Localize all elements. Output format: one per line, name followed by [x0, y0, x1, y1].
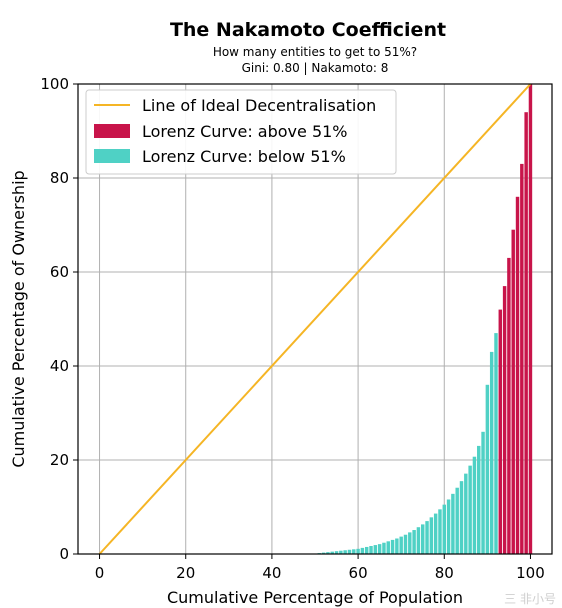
- chart-stats: Gini: 0.80 | Nakamoto: 8: [242, 61, 389, 75]
- bar-below-36: [468, 465, 472, 554]
- bar-below-22: [408, 532, 412, 554]
- bar-below-41: [489, 351, 494, 554]
- bar-below-16: [382, 542, 386, 554]
- x-axis-label: Cumulative Percentage of Population: [167, 588, 463, 607]
- bar-below-39: [481, 431, 485, 554]
- bar-below-18: [390, 539, 395, 554]
- bar-below-7: [343, 550, 347, 554]
- y-tick-label-5: 100: [40, 75, 69, 93]
- y-axis-label: Cumulative Percentage of Ownership: [9, 170, 28, 467]
- lorenz-bars: [313, 84, 533, 555]
- chart-title: The Nakamoto Coefficient: [170, 19, 446, 41]
- legend-box: [85, 89, 397, 175]
- legend-label-above: Lorenz Curve: above 51%: [142, 122, 348, 141]
- x-ticks: 0 20 40 60 80 100: [95, 554, 545, 582]
- bar-above-7: [528, 84, 533, 554]
- x-tick-label-4: 80: [435, 564, 454, 582]
- bar-below-5: [334, 551, 339, 554]
- bar-below-37: [472, 456, 477, 554]
- bar-below-4: [330, 551, 334, 554]
- bar-above-4: [515, 196, 520, 555]
- chart-subtitle: How many entities to get to 51%?: [213, 45, 417, 59]
- bar-below-28: [433, 513, 438, 554]
- bar-below-12: [364, 546, 369, 554]
- bar-below-3: [326, 552, 330, 554]
- ideal-line-layer: [98, 83, 532, 555]
- bar-below-26: [425, 521, 429, 554]
- bar-below-11: [360, 547, 365, 554]
- bar-below-14: [373, 545, 378, 554]
- y-tick-label-3: 60: [50, 263, 69, 281]
- ideal-decentralisation-line: [98, 83, 532, 555]
- bar-below-32: [451, 493, 455, 554]
- bar-above-2: [507, 257, 511, 554]
- bar-below-20: [399, 536, 403, 554]
- y-tick-label-0: 0: [59, 545, 69, 563]
- bar-below-34: [459, 481, 464, 554]
- y-tick-label-1: 20: [50, 451, 69, 469]
- bar-below-17: [386, 541, 390, 554]
- plot-frame: [77, 83, 553, 555]
- bar-below-10: [356, 548, 360, 554]
- bar-below-21: [403, 534, 408, 554]
- bar-below-15: [377, 544, 382, 554]
- bar-below-30: [442, 504, 446, 554]
- x-tick-label-0: 0: [95, 564, 105, 582]
- legend: Line of Ideal Decentralisation Lorenz Cu…: [85, 89, 397, 175]
- legend-swatch-above: [94, 124, 130, 138]
- bar-above-0: [498, 309, 503, 554]
- bar-below-29: [438, 509, 442, 554]
- x-tick-label-1: 20: [176, 564, 195, 582]
- watermark: 三 非小号: [504, 592, 556, 606]
- bar-below-33: [455, 487, 459, 554]
- bar-below-9: [352, 549, 356, 554]
- bar-above-5: [520, 163, 524, 554]
- bar-below-27: [429, 517, 434, 554]
- y-ticks: 0 20 40 60 80 100: [40, 75, 78, 563]
- bar-below-2: [321, 552, 326, 554]
- x-tick-label-3: 60: [349, 564, 368, 582]
- bar-below-19: [395, 538, 399, 554]
- y-tick-label-2: 40: [50, 357, 69, 375]
- bar-below-8: [347, 549, 352, 554]
- bar-below-23: [412, 530, 416, 554]
- legend-swatch-below: [94, 149, 130, 163]
- legend-label-ideal: Line of Ideal Decentralisation: [142, 96, 376, 115]
- bar-above-3: [511, 229, 515, 554]
- bar-below-25: [421, 524, 425, 554]
- bar-below-6: [339, 550, 343, 554]
- legend-label-below: Lorenz Curve: below 51%: [142, 147, 346, 166]
- bar-below-38: [477, 445, 481, 554]
- bar-below-35: [464, 473, 468, 554]
- bar-below-24: [416, 527, 421, 554]
- bar-below-40: [485, 384, 490, 554]
- bar-below-13: [369, 546, 373, 554]
- bar-above-1: [502, 286, 507, 554]
- bar-above-6: [524, 112, 528, 554]
- bar-below-42: [494, 333, 498, 554]
- x-tick-label-5: 100: [516, 564, 545, 582]
- x-tick-label-2: 40: [262, 564, 281, 582]
- y-tick-label-4: 80: [50, 169, 69, 187]
- bar-below-31: [446, 499, 451, 554]
